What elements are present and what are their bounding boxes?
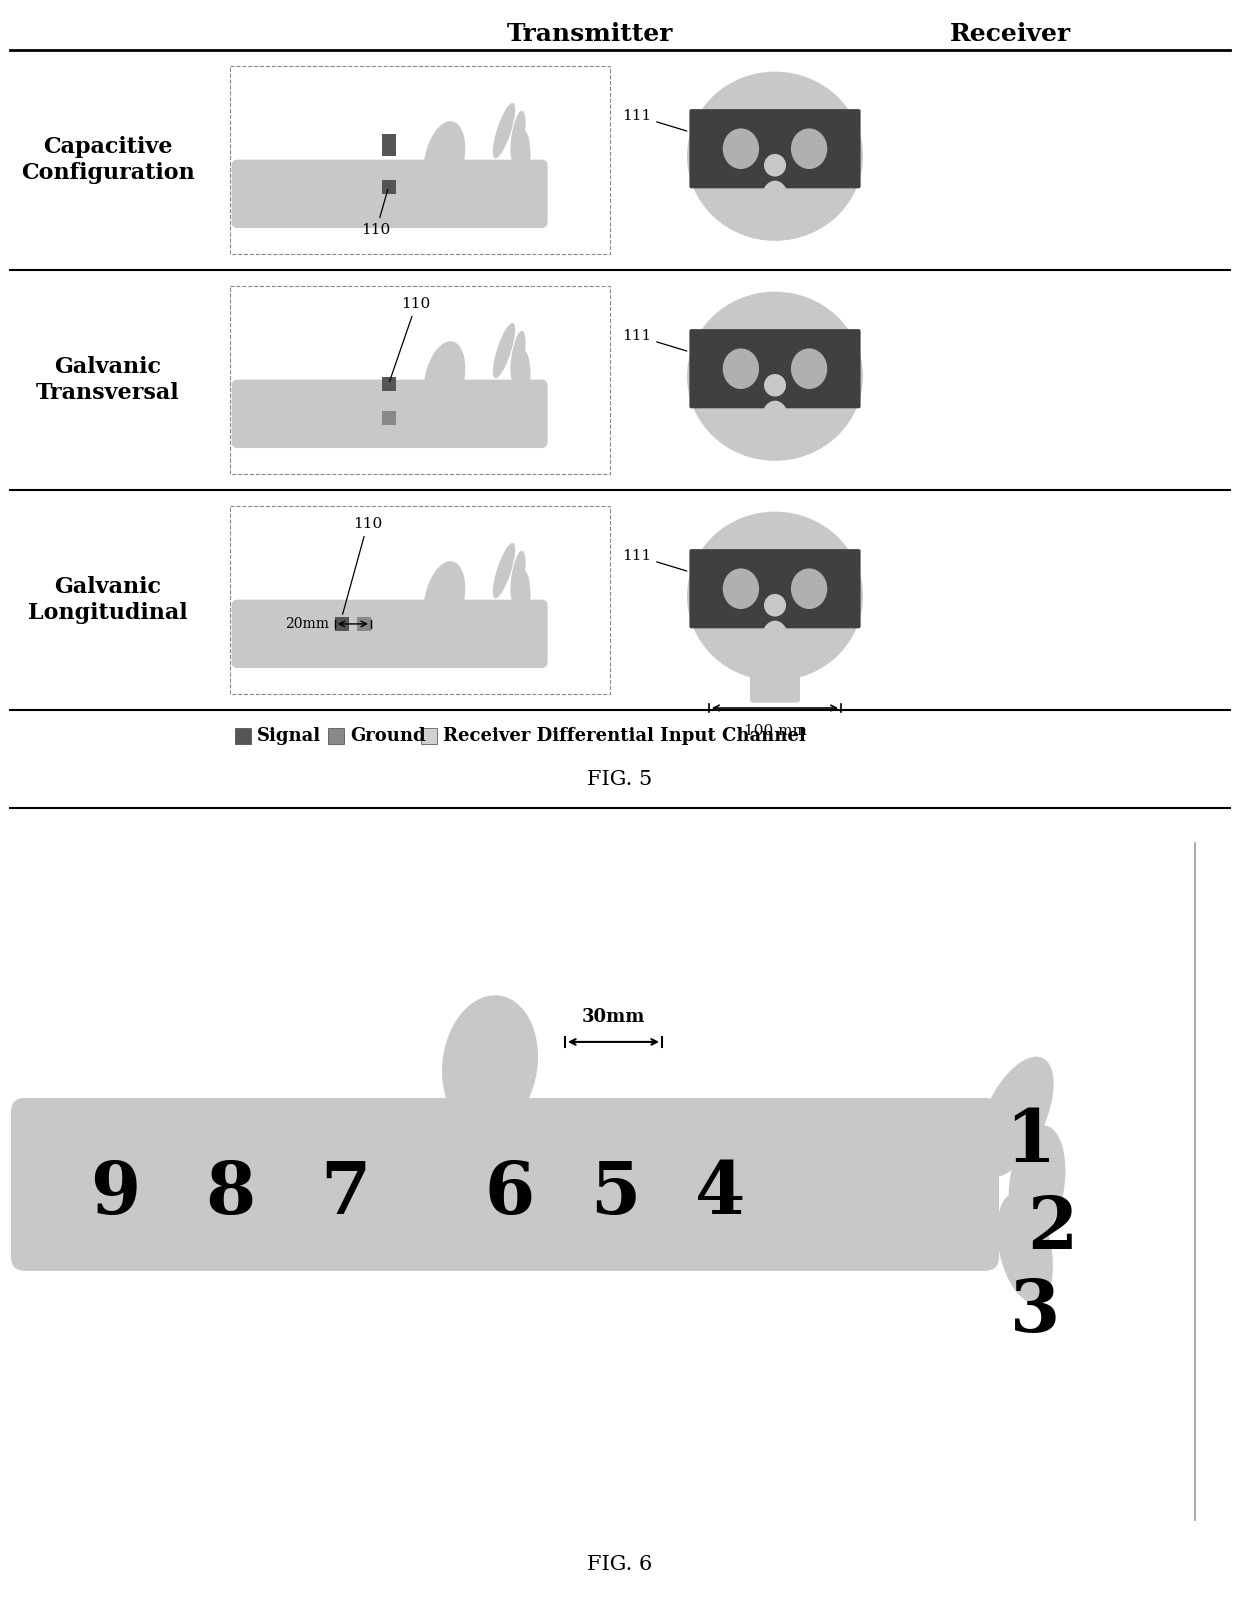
Ellipse shape — [423, 561, 465, 639]
Ellipse shape — [761, 621, 789, 655]
Ellipse shape — [687, 292, 863, 461]
Ellipse shape — [723, 348, 759, 389]
Text: Signal: Signal — [257, 727, 321, 745]
Ellipse shape — [1008, 1126, 1065, 1242]
Bar — [382, 134, 396, 155]
Text: 6: 6 — [485, 1158, 536, 1229]
Text: 5: 5 — [590, 1158, 640, 1229]
Text: 110: 110 — [342, 518, 382, 615]
Ellipse shape — [791, 129, 827, 169]
FancyBboxPatch shape — [232, 600, 548, 668]
Ellipse shape — [976, 1057, 1054, 1177]
Text: FIG. 6: FIG. 6 — [588, 1555, 652, 1574]
FancyBboxPatch shape — [232, 379, 548, 448]
Text: Galvanic
Longitudinal: Galvanic Longitudinal — [27, 576, 187, 624]
Text: 111: 111 — [622, 329, 687, 352]
Text: 1: 1 — [1004, 1107, 1055, 1177]
Text: 20mm: 20mm — [285, 616, 329, 631]
Ellipse shape — [512, 156, 528, 197]
FancyBboxPatch shape — [689, 548, 861, 629]
Bar — [420, 727, 436, 744]
Ellipse shape — [687, 511, 863, 681]
Ellipse shape — [492, 544, 515, 598]
Ellipse shape — [761, 400, 789, 434]
Bar — [357, 616, 371, 631]
Ellipse shape — [997, 1194, 1053, 1303]
Text: 110: 110 — [389, 297, 430, 382]
Text: Receiver Differential Input Channel: Receiver Differential Input Channel — [443, 727, 805, 745]
Text: FIG. 5: FIG. 5 — [588, 769, 652, 789]
Text: 100 mm: 100 mm — [744, 724, 806, 739]
Bar — [382, 377, 396, 392]
Text: 111: 111 — [622, 108, 687, 131]
Ellipse shape — [517, 571, 531, 618]
Bar — [382, 411, 396, 424]
Ellipse shape — [492, 103, 515, 158]
Text: 110: 110 — [362, 189, 391, 237]
Text: Galvanic
Transversal: Galvanic Transversal — [36, 356, 180, 403]
Text: 8: 8 — [205, 1158, 255, 1229]
Ellipse shape — [517, 350, 531, 398]
FancyBboxPatch shape — [689, 110, 861, 189]
Bar — [229, 286, 610, 474]
Ellipse shape — [761, 181, 789, 215]
Ellipse shape — [723, 129, 759, 169]
Ellipse shape — [511, 111, 526, 163]
Ellipse shape — [687, 71, 863, 240]
Ellipse shape — [764, 594, 786, 616]
Text: 9: 9 — [91, 1158, 140, 1229]
Bar — [382, 179, 396, 194]
Text: 111: 111 — [622, 548, 687, 571]
Bar — [335, 616, 348, 631]
Text: 4: 4 — [694, 1158, 745, 1229]
Ellipse shape — [511, 331, 526, 382]
Text: Transmitter: Transmitter — [507, 23, 673, 47]
Ellipse shape — [764, 153, 786, 176]
Ellipse shape — [492, 323, 515, 377]
Ellipse shape — [512, 377, 528, 416]
Ellipse shape — [791, 348, 827, 389]
FancyBboxPatch shape — [11, 1098, 999, 1271]
Bar — [229, 66, 610, 253]
Ellipse shape — [764, 374, 786, 397]
Text: Ground: Ground — [350, 727, 425, 745]
Bar — [236, 727, 250, 744]
Ellipse shape — [723, 568, 759, 610]
Ellipse shape — [511, 552, 526, 602]
Text: 7: 7 — [320, 1158, 370, 1229]
Text: Receiver: Receiver — [950, 23, 1070, 47]
FancyBboxPatch shape — [232, 160, 548, 227]
Text: 2: 2 — [1027, 1194, 1078, 1265]
Text: Capacitive
Configuration: Capacitive Configuration — [21, 137, 195, 184]
Bar — [327, 727, 343, 744]
FancyBboxPatch shape — [750, 650, 800, 703]
Text: 3: 3 — [1009, 1276, 1060, 1347]
Bar — [229, 506, 610, 694]
Ellipse shape — [423, 342, 465, 419]
FancyBboxPatch shape — [689, 329, 861, 408]
Ellipse shape — [791, 568, 827, 610]
Ellipse shape — [517, 131, 531, 179]
Ellipse shape — [423, 121, 465, 198]
Ellipse shape — [512, 597, 528, 636]
Text: 30mm: 30mm — [582, 1008, 645, 1026]
Ellipse shape — [441, 995, 538, 1132]
